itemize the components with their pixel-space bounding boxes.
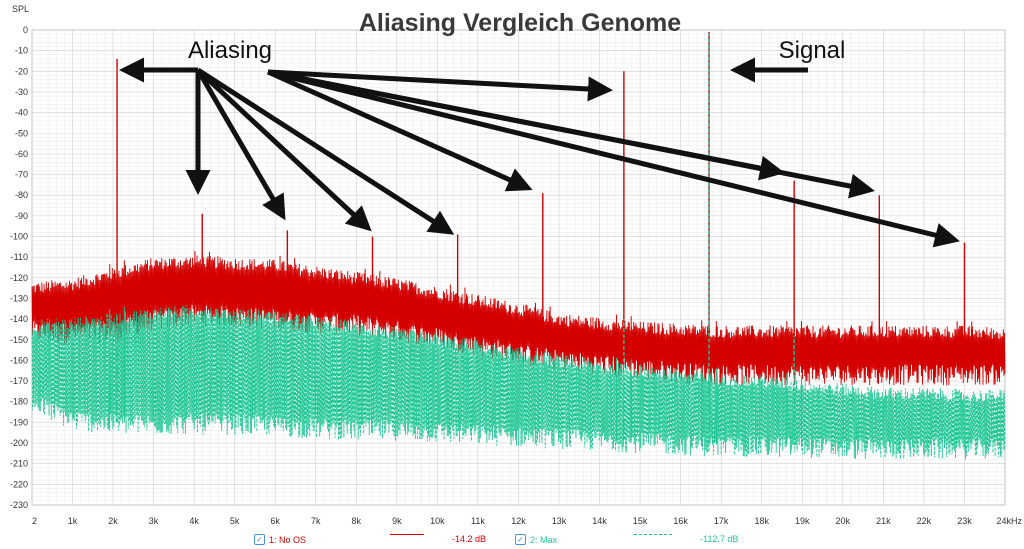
y-tick-label: -210	[10, 459, 28, 469]
y-tick-label: -20	[15, 66, 28, 76]
legend-item-max[interactable]: ✓ 2: Max	[515, 534, 557, 545]
x-tick-label: 22k	[917, 516, 932, 526]
x-tick-label: 17k	[714, 516, 729, 526]
annotation-signal: Signal	[779, 37, 846, 64]
x-tick-label: 13k	[552, 516, 567, 526]
y-tick-label: -40	[15, 108, 28, 118]
y-tick-label: -90	[15, 211, 28, 221]
y-tick-label: -70	[15, 170, 28, 180]
y-tick-label: -230	[10, 500, 28, 510]
series-max	[31, 34, 1006, 460]
series-layer	[31, 32, 1006, 460]
y-tick-label: -170	[10, 376, 28, 386]
legend-line-no-os	[390, 534, 424, 535]
legend-swatch	[390, 534, 424, 535]
annotation-arrow	[267, 69, 875, 199]
x-tick-label: 9k	[392, 516, 402, 526]
legend-line-max	[634, 534, 672, 535]
series-no-os	[31, 32, 1006, 386]
legend-label: 1: No OS	[269, 534, 307, 545]
y-tick-label: -30	[15, 87, 28, 97]
x-tick-label: 15k	[633, 516, 648, 526]
legend-swatch	[634, 534, 672, 535]
y-tick-label: -60	[15, 149, 28, 159]
x-tick-label: 20k	[836, 516, 851, 526]
series-noise-line	[31, 255, 1006, 386]
legend-value: -112.7 dB	[700, 534, 739, 544]
annotation-arrow	[267, 69, 613, 102]
y-tick-label: -130	[10, 293, 28, 303]
tick-labels: 0 -10 -20 -30 -40 -50 -60 -70 -80 -90 -100 -110 -120…	[10, 25, 1023, 526]
x-tick-label: 8k	[352, 516, 362, 526]
x-tick-label: 1k	[68, 516, 78, 526]
x-tick-label: 21k	[876, 516, 891, 526]
x-tick-label: 18k	[754, 516, 769, 526]
y-tick-label: -160	[10, 355, 28, 365]
y-tick-label: -190	[10, 417, 28, 427]
y-tick-label: -10	[15, 46, 28, 56]
x-tick-label: 14k	[592, 516, 607, 526]
y-tick-label: -110	[11, 252, 28, 262]
x-tick-label: 11k	[471, 516, 485, 526]
x-tick-label: 19k	[795, 516, 810, 526]
x-tick-label: 2	[32, 516, 37, 526]
annotation-arrow	[195, 68, 286, 221]
legend-bar: ✓ 1: No OS -14.2 dB ✓ 2: Max -112.7 dB	[0, 530, 1024, 549]
y-tick-label: -100	[10, 232, 28, 242]
x-tick-label: 4k	[189, 516, 199, 526]
y-tick-label: -200	[10, 438, 28, 448]
spectrum-chart: 0 -10 -20 -30 -40 -50 -60 -70 -80 -90 -100 -110 -120…	[9, 4, 1023, 526]
x-tick-label: 5k	[230, 516, 240, 526]
x-tick-label: 24kHz	[996, 516, 1022, 526]
y-tick-label: -120	[10, 273, 28, 283]
x-tick-label: 12k	[511, 516, 526, 526]
y-tick-label: -150	[10, 335, 28, 345]
legend-item-no-os[interactable]: ✓ 1: No OS	[254, 534, 306, 545]
y-tick-label: -80	[15, 190, 28, 200]
annotation-arrow	[196, 68, 372, 232]
y-tick-label: -220	[10, 479, 28, 489]
x-tick-label: 6k	[270, 516, 280, 526]
checkbox-icon[interactable]: ✓	[254, 534, 265, 545]
chart-title: Aliasing Vergleich Genome	[359, 9, 681, 37]
legend-value-max: -112.7 dB	[700, 534, 738, 544]
legend-value: -14.2 dB	[452, 534, 487, 544]
legend-label: 2: Max	[530, 534, 558, 545]
y-tick-label: 0	[23, 25, 28, 35]
legend-value-no-os: -14.2 dB	[452, 534, 486, 544]
y-tick-label: -180	[10, 397, 28, 407]
x-tick-label: 7k	[311, 516, 321, 526]
annotation-aliasing: Aliasing	[188, 37, 272, 64]
x-tick-label: 3k	[149, 516, 159, 526]
x-tick-label: 23k	[957, 516, 972, 526]
annotation-arrow	[267, 69, 960, 248]
y-tick-label: -50	[15, 128, 28, 138]
x-tick-label: 16k	[673, 516, 688, 526]
annotation-arrow	[196, 67, 455, 235]
annotation-arrow	[266, 69, 533, 192]
y-tick-label: -140	[10, 314, 28, 324]
plot-frame	[31, 29, 1006, 506]
y-axis-label: SPL	[12, 4, 29, 14]
x-tick-label: 10k	[430, 516, 445, 526]
checkbox-icon[interactable]: ✓	[515, 534, 526, 545]
series-noise-line	[31, 305, 1006, 460]
x-tick-label: 2k	[108, 516, 118, 526]
arrows-layer	[119, 57, 960, 248]
